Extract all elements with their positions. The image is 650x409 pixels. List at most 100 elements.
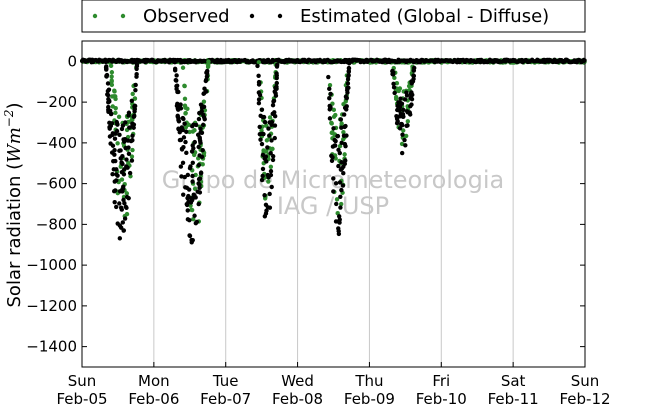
- point-estimated: [333, 181, 339, 186]
- plot-frame: [81, 40, 586, 368]
- point-estimated: [196, 162, 202, 168]
- point-observed: [327, 83, 333, 88]
- point-estimated: [267, 191, 272, 197]
- point-estimated: [411, 73, 416, 78]
- point-estimated: [129, 98, 135, 104]
- point-observed: [124, 191, 130, 196]
- point-estimated: [110, 172, 115, 177]
- point-estimated: [124, 164, 129, 169]
- point-estimated: [117, 148, 122, 153]
- point-observed: [341, 130, 346, 135]
- point-estimated: [401, 107, 406, 113]
- point-estimated: [398, 96, 403, 101]
- y-axis-label: Solar radiation (Wm−2): [2, 102, 25, 307]
- point-observed: [187, 129, 192, 135]
- point-estimated: [184, 129, 189, 135]
- point-observed: [192, 128, 197, 133]
- y-axis-label-main: Solar radiation (: [4, 163, 25, 308]
- point-estimated: [337, 180, 343, 185]
- point-estimated: [106, 107, 111, 113]
- point-estimated: [202, 117, 207, 122]
- point-estimated: [182, 121, 187, 126]
- point-estimated: [263, 211, 269, 216]
- point-estimated: [112, 199, 117, 205]
- point-estimated: [256, 73, 261, 78]
- point-estimated: [200, 148, 205, 153]
- point-estimated: [114, 167, 119, 172]
- point-observed: [334, 197, 340, 202]
- point-observed: [267, 115, 273, 120]
- point-observed: [113, 110, 118, 116]
- point-observed: [394, 81, 400, 86]
- x-gridlines: [153, 41, 514, 367]
- point-observed: [331, 107, 337, 113]
- point-estimated: [398, 121, 404, 127]
- point-estimated: [120, 123, 126, 128]
- point-estimated: [113, 158, 118, 164]
- point-observed: [339, 201, 344, 207]
- point-estimated: [341, 112, 347, 117]
- point-observed: [129, 154, 135, 159]
- point-estimated: [345, 81, 351, 86]
- point-estimated: [194, 219, 200, 225]
- point-observed: [183, 105, 188, 110]
- point-estimated: [198, 126, 203, 131]
- point-estimated: [182, 174, 187, 180]
- point-estimated: [108, 111, 114, 117]
- point-estimated: [134, 62, 140, 67]
- point-estimated: [256, 82, 262, 87]
- point-observed: [333, 112, 338, 118]
- point-estimated: [396, 100, 401, 105]
- x-tick-label-date: Feb-12: [559, 390, 610, 408]
- point-observed: [111, 94, 117, 99]
- point-estimated: [332, 137, 337, 143]
- point-estimated: [262, 193, 267, 198]
- point-estimated: [255, 63, 260, 69]
- point-estimated: [183, 139, 188, 145]
- point-estimated: [112, 148, 117, 153]
- point-estimated: [176, 117, 181, 123]
- point-estimated: [190, 173, 195, 179]
- point-estimated: [192, 139, 197, 145]
- point-estimated: [127, 170, 133, 176]
- point-observed: [115, 141, 120, 146]
- x-tick-label-weekday: Sun: [571, 372, 600, 390]
- point-estimated: [267, 133, 272, 138]
- point-estimated: [198, 170, 204, 175]
- y-tick-label: −1000: [26, 256, 77, 274]
- legend-marker-observed: [92, 13, 98, 19]
- point-estimated: [403, 143, 408, 148]
- point-estimated: [327, 96, 332, 101]
- point-estimated: [201, 112, 206, 118]
- point-estimated: [256, 97, 262, 102]
- point-estimated: [272, 114, 278, 119]
- point-estimated: [199, 130, 205, 136]
- point-estimated: [194, 122, 199, 128]
- point-estimated: [184, 202, 190, 208]
- point-estimated: [174, 83, 180, 88]
- point-estimated: [332, 143, 337, 148]
- y-tick-label: −400: [36, 134, 77, 152]
- point-estimated: [274, 71, 279, 76]
- point-estimated: [177, 127, 182, 132]
- y-axis: 0 −200 −400 −600 −800 −1000 −1200 −1400: [26, 52, 585, 356]
- point-estimated: [268, 169, 274, 174]
- point-observed: [329, 120, 334, 126]
- point-estimated: [197, 136, 202, 141]
- point-estimated: [266, 126, 271, 131]
- point-observed: [396, 88, 401, 94]
- point-estimated: [134, 74, 139, 79]
- point-estimated: [266, 175, 271, 180]
- point-observed: [126, 160, 131, 166]
- point-estimated: [203, 77, 209, 83]
- point-estimated: [265, 145, 270, 150]
- point-estimated: [407, 110, 412, 115]
- point-estimated: [200, 122, 206, 128]
- point-estimated: [270, 157, 276, 163]
- point-estimated: [196, 116, 202, 122]
- point-estimated: [339, 159, 344, 165]
- point-estimated: [409, 96, 415, 102]
- point-estimated: [397, 126, 403, 131]
- x-tick-label-date: Feb-11: [488, 390, 539, 408]
